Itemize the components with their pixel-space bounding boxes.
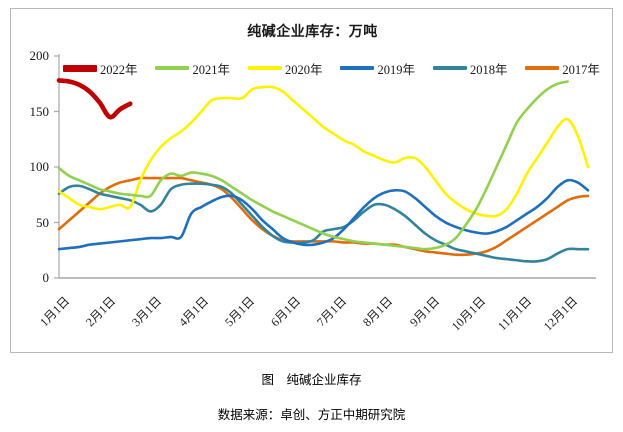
legend-item-2019年: 2019年 (340, 59, 415, 78)
legend-swatch-icon (63, 64, 97, 72)
legend-label: 2022年 (100, 62, 138, 77)
legend-swatch-icon (432, 66, 467, 70)
series-line-2021年 (57, 80, 569, 251)
legend-item-2020年: 2020年 (247, 59, 323, 78)
chart-legend: 2022年 2021年 2020年 2019年 2018年 2017年 (59, 59, 604, 77)
legend-label: 2020年 (284, 62, 323, 77)
legend-swatch-icon (525, 66, 560, 70)
y-axis-label-200: 200 (29, 48, 50, 63)
y-axis-label-0: 0 (42, 270, 50, 285)
legend-label: 2018年 (469, 62, 508, 77)
legend-swatch-icon (155, 66, 190, 70)
y-axis-label-100: 100 (29, 159, 50, 174)
page-title: 纯碱企业库存：万吨 (247, 25, 378, 40)
chart-frame: 纯碱企业库存：万吨 2022年 2021年 2020年 2019年 2018年 2017年… (10, 8, 613, 353)
legend-item-2018年: 2018年 (432, 59, 508, 78)
series-line-2020年 (57, 85, 590, 218)
figure-caption: 图 纯碱企业库存 (261, 373, 362, 387)
legend-swatch-icon (247, 66, 282, 70)
legend-item-2017年: 2017年 (525, 59, 600, 78)
legend-swatch-icon (340, 66, 375, 70)
y-axis-label-50: 50 (36, 214, 49, 230)
series-line-2019年 (57, 178, 590, 251)
legend-label: 2021年 (192, 62, 230, 77)
plot-area (54, 54, 596, 279)
legend-label: 2017年 (562, 62, 600, 77)
series-line-2018年 (57, 182, 590, 263)
legend-item-2021年: 2021年 (155, 59, 230, 78)
y-axis-label-150: 150 (29, 103, 50, 119)
source-caption: 数据来源：卓创、方正中期研究院 (217, 408, 406, 422)
series-line-2022年 (56, 78, 133, 120)
legend-label: 2019年 (377, 62, 415, 77)
legend-item-2022年: 2022年 (63, 59, 138, 78)
